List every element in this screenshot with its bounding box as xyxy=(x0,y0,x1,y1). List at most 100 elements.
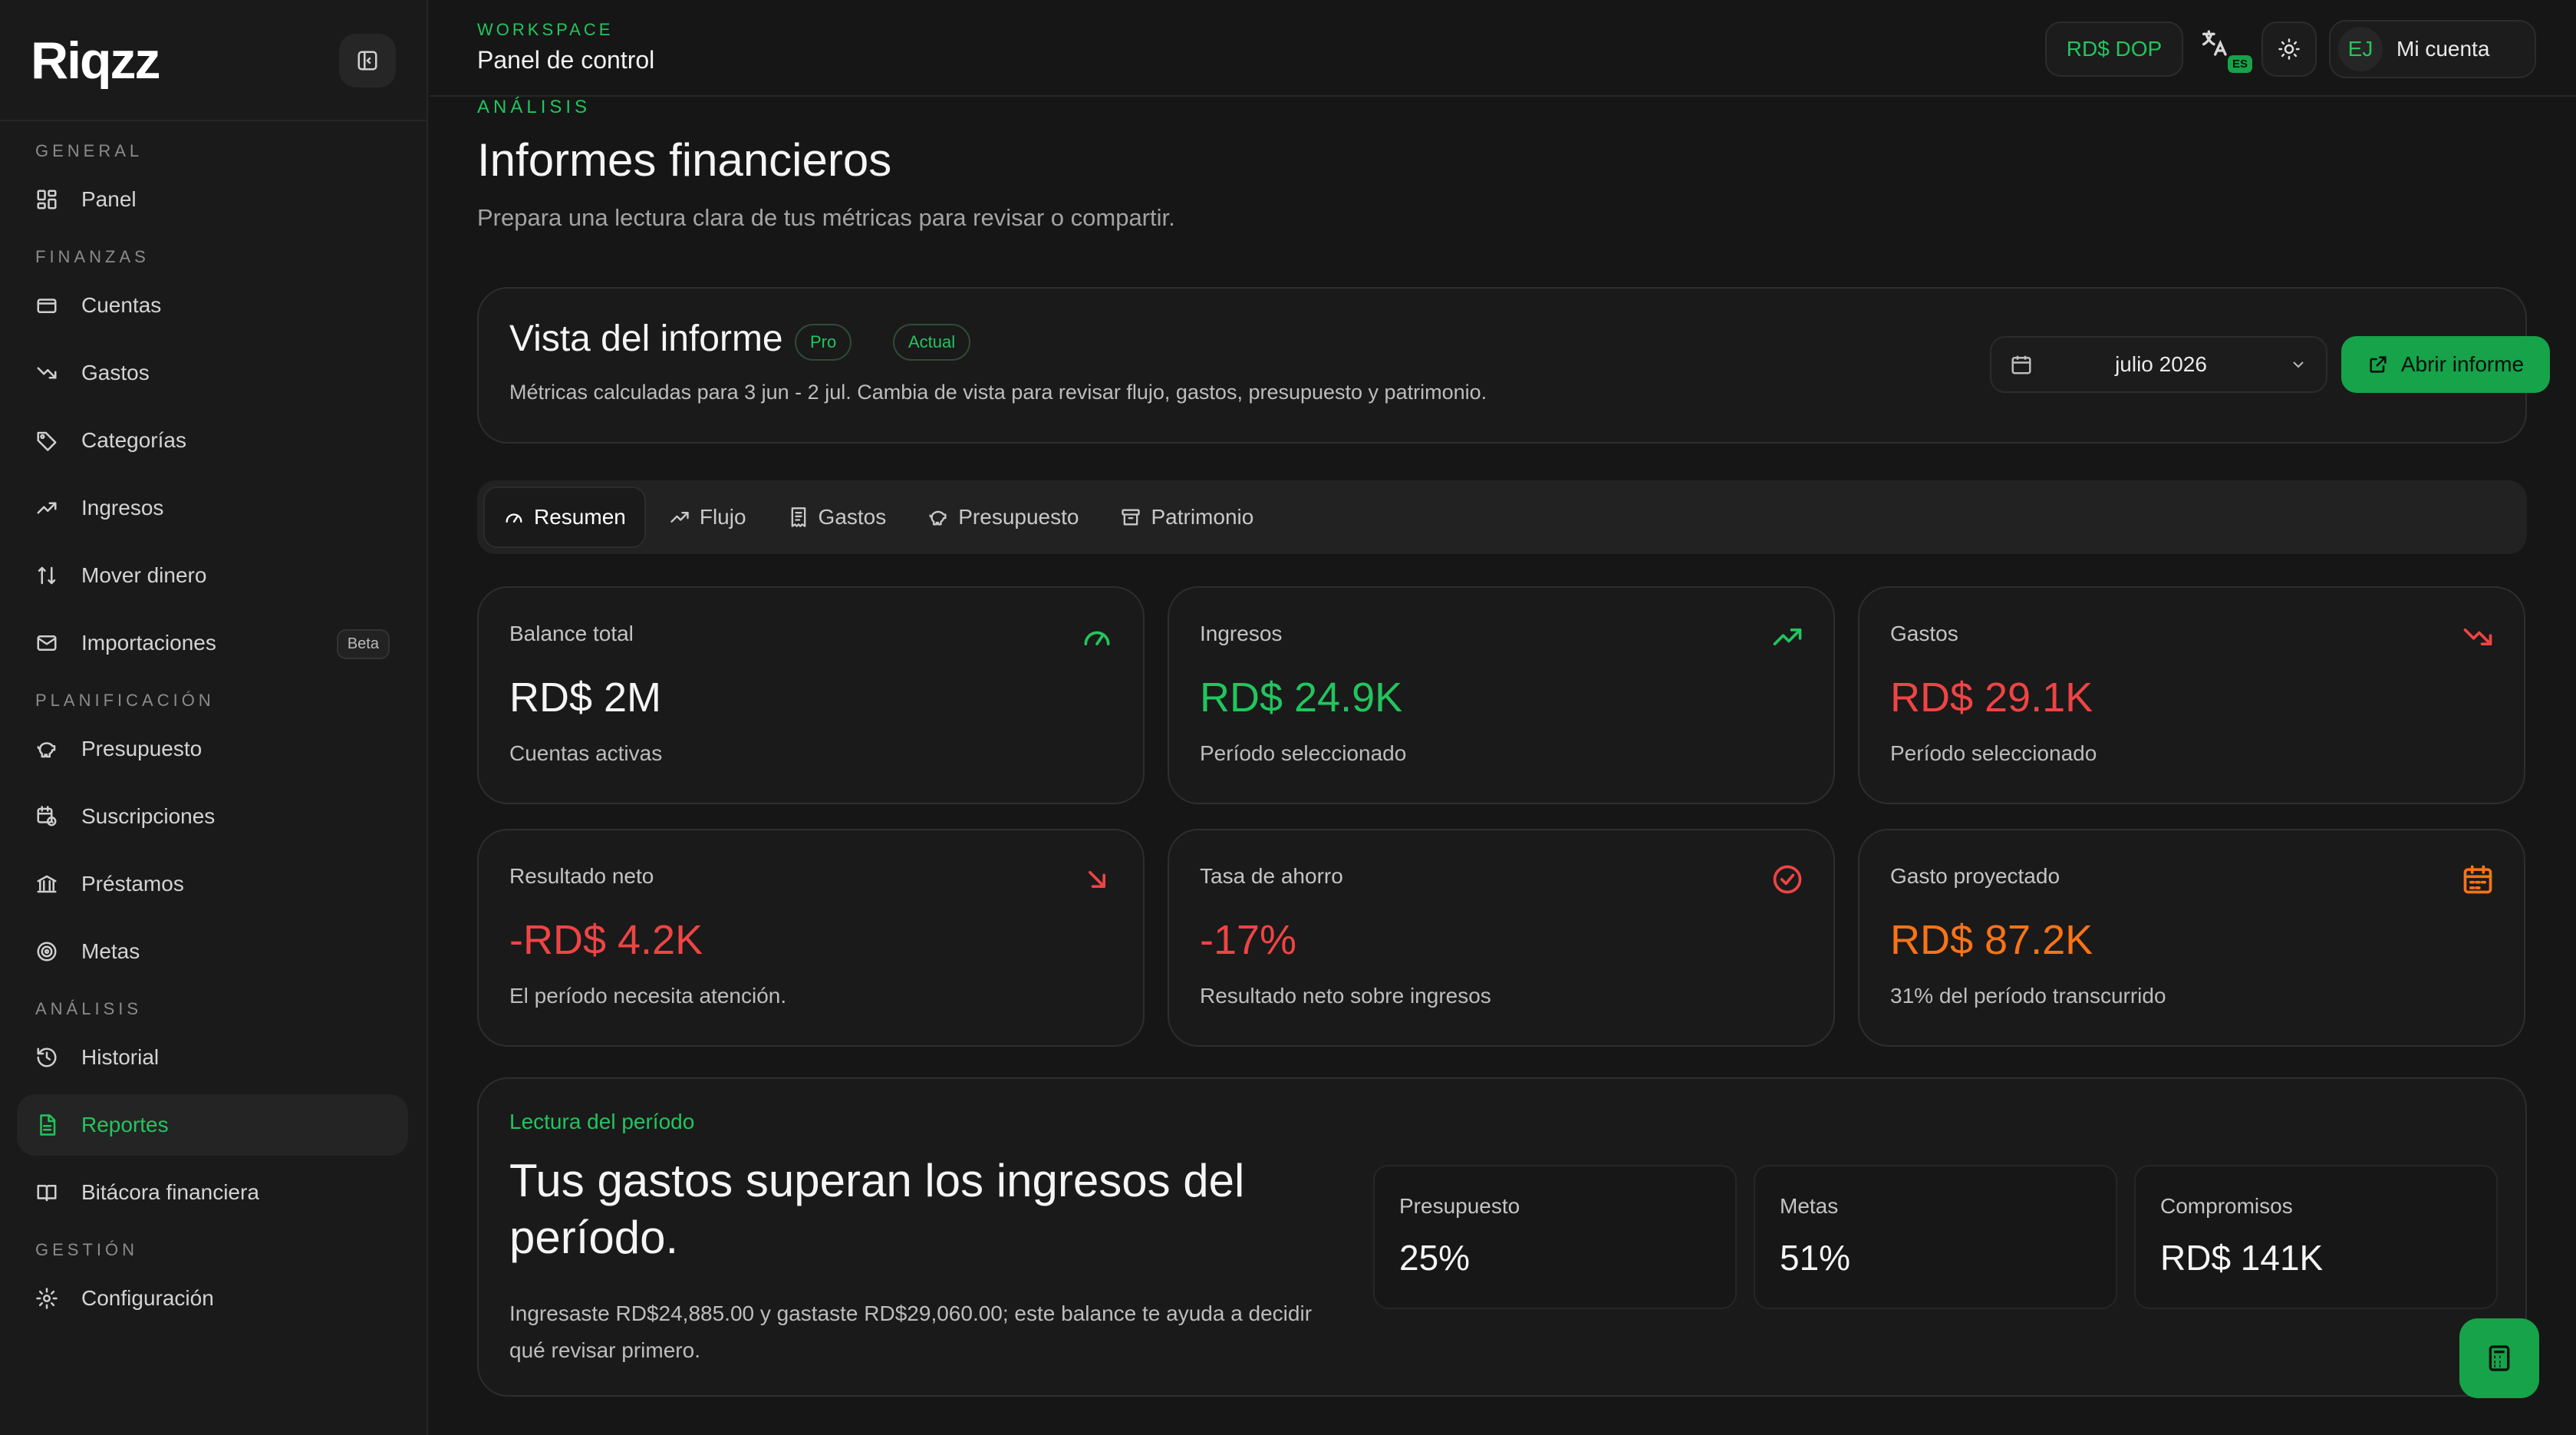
metric-label: Balance total xyxy=(509,622,634,645)
history-icon xyxy=(37,1047,57,1067)
sun-icon xyxy=(2278,38,2300,60)
tab-label: Gastos xyxy=(818,505,887,529)
stat-label: Presupuesto xyxy=(1399,1194,1520,1218)
sidebar-item-ingresos[interactable]: Ingresos xyxy=(17,477,408,539)
tab-gastos[interactable]: Gastos xyxy=(769,487,905,548)
metric-card-gasto-proyectado: Gasto proyectado RD$ 87.2K 31% del período… xyxy=(1858,829,2525,1047)
account-button[interactable]: EJ Mi cuenta xyxy=(2329,20,2536,78)
sidebar-item-label: Suscripciones xyxy=(81,804,216,828)
metric-card-resultado-neto: Resultado neto -RD$ 4.2K El período necesi… xyxy=(477,829,1145,1047)
sidebar-item-label: Gastos xyxy=(81,361,150,384)
stat-card-goals: Metas 51% xyxy=(1754,1165,2117,1309)
page-title: Informes financieros xyxy=(477,134,892,186)
sidebar-item-label: Préstamos xyxy=(81,872,184,896)
metric-value: RD$ 24.9K xyxy=(1200,675,1403,721)
open-report-button[interactable]: Abrir informe xyxy=(2341,336,2550,393)
tab-presupuesto[interactable]: Presupuesto xyxy=(909,487,1097,548)
trending-up-icon xyxy=(37,502,57,514)
currency-button[interactable]: RD$ DOP xyxy=(2045,21,2183,77)
metric-label: Ingresos xyxy=(1200,622,1283,645)
sidebar-item-importaciones[interactable]: Importaciones Beta xyxy=(17,612,408,674)
stat-value: RD$ 141K xyxy=(2160,1238,2324,1278)
metric-subtitle: Cuentas activas xyxy=(509,741,663,765)
report-view-card: Vista del informe Pro Actual Métricas ca… xyxy=(477,287,2550,444)
language-button[interactable]: ES xyxy=(2199,28,2253,81)
calculator-fab-button[interactable] xyxy=(2459,1318,2539,1398)
stat-value: 25% xyxy=(1399,1238,1471,1278)
calendar-icon xyxy=(2463,865,2492,894)
bank-icon xyxy=(37,875,57,893)
sidebar-item-label: Importaciones xyxy=(81,631,216,655)
metric-subtitle: Resultado neto sobre ingresos xyxy=(1200,984,1491,1008)
dashboard-icon xyxy=(37,190,57,209)
mail-icon xyxy=(37,635,57,651)
metric-subtitle: El período necesita atención. xyxy=(509,984,787,1008)
insight-label: Lectura del período xyxy=(509,1110,695,1133)
trending-up-icon xyxy=(670,512,689,523)
sidebar-item-bitacora-financiera[interactable]: Bitácora financiera xyxy=(17,1162,408,1223)
metric-icon-wrap xyxy=(1771,863,1804,900)
language-badge: ES xyxy=(2228,55,2253,73)
nav-group-label: FINANZAS xyxy=(35,247,150,266)
sidebar-item-gastos[interactable]: Gastos xyxy=(17,342,408,404)
section-label: ANÁLISIS xyxy=(477,97,591,117)
sidebar-item-label: Panel xyxy=(81,187,137,211)
metric-label: Gasto proyectado xyxy=(1890,864,2060,888)
report-icon xyxy=(40,1114,56,1136)
sidebar-collapse-button[interactable] xyxy=(339,34,396,87)
sidebar-item-label: Configuración xyxy=(81,1286,214,1310)
page-subtitle: Prepara una lectura clara de tus métrica… xyxy=(477,204,1175,231)
metric-subtitle: 31% del período transcurrido xyxy=(1890,984,2166,1008)
metric-icon-wrap xyxy=(1080,620,1114,658)
period-insight-card: Lectura del período Tus gastos superan l… xyxy=(477,1077,2527,1397)
calculator-icon xyxy=(2489,1345,2510,1371)
sidebar-item-label: Mover dinero xyxy=(81,563,207,587)
sidebar-item-label: Historial xyxy=(81,1045,160,1069)
tab-patrimonio[interactable]: Patrimonio xyxy=(1102,487,1272,548)
gauge-icon xyxy=(1084,631,1110,645)
sidebar-item-mover-dinero[interactable]: Mover dinero xyxy=(17,545,408,606)
tab-resumen[interactable]: Resumen xyxy=(483,487,646,548)
metric-subtitle: Período seleccionado xyxy=(1200,741,1407,765)
brand-logo[interactable]: Riqzz xyxy=(31,31,161,91)
tab-label: Flujo xyxy=(699,505,746,529)
trending-up-icon xyxy=(1773,628,1802,645)
sidebar-item-metas[interactable]: Metas xyxy=(17,921,408,982)
sidebar-item-categorias[interactable]: Categorías xyxy=(17,410,408,471)
workspace-title: Panel de control xyxy=(477,46,655,74)
metric-value: -17% xyxy=(1200,917,1297,963)
stat-label: Metas xyxy=(1780,1194,1839,1218)
target-icon xyxy=(37,942,57,962)
tab-flujo[interactable]: Flujo xyxy=(651,487,765,548)
theme-toggle-button[interactable] xyxy=(2261,21,2317,77)
sidebar-item-historial[interactable]: Historial xyxy=(17,1027,408,1088)
nav-group-label: PLANIFICACIÓN xyxy=(35,691,215,710)
calendar-clock-icon xyxy=(37,806,57,826)
account-label: Mi cuenta xyxy=(2396,37,2490,61)
sidebar-item-prestamos[interactable]: Préstamos xyxy=(17,853,408,915)
tab-label: Patrimonio xyxy=(1151,505,1254,529)
sidebar-item-label: Ingresos xyxy=(81,496,164,520)
period-select[interactable]: julio 2026 xyxy=(1990,336,2327,393)
transfer-icon xyxy=(38,566,56,585)
metric-value: RD$ 2M xyxy=(509,675,662,721)
metric-icon-wrap xyxy=(2461,863,2495,900)
book-icon xyxy=(37,1185,57,1202)
sidebar-item-presupuesto[interactable]: Presupuesto xyxy=(17,718,408,780)
metric-icon-wrap xyxy=(1771,620,1804,658)
sidebar-item-label: Bitácora financiera xyxy=(81,1180,259,1204)
sidebar-item-configuracion[interactable]: Configuración xyxy=(17,1268,408,1329)
status-pill: Actual xyxy=(893,324,971,361)
sidebar-item-suscripciones[interactable]: Suscripciones xyxy=(17,786,408,847)
sidebar-item-cuentas[interactable]: Cuentas xyxy=(17,275,408,336)
sidebar-item-reportes[interactable]: Reportes xyxy=(17,1094,408,1156)
trending-down-icon xyxy=(2463,628,2492,645)
nav-group-label: GESTIÓN xyxy=(35,1240,139,1259)
sidebar-item-panel[interactable]: Panel xyxy=(17,169,408,230)
calendar-icon xyxy=(2011,355,2031,374)
insight-body: Ingresaste RD$24,885.00 y gastaste RD$29… xyxy=(509,1301,1313,1362)
metric-value: -RD$ 4.2K xyxy=(509,917,703,963)
nav-group-label: GENERAL xyxy=(35,141,143,160)
metric-label: Resultado neto xyxy=(509,864,654,888)
metric-icon-wrap xyxy=(1080,863,1114,900)
